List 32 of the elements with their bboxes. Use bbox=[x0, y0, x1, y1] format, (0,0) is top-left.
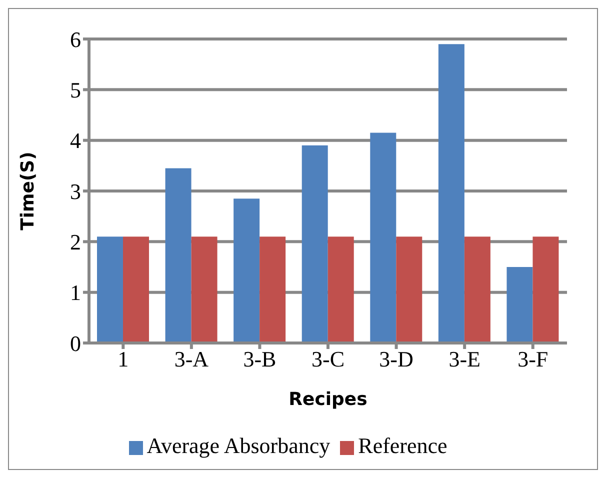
bar bbox=[506, 267, 533, 343]
legend-label: Average Absorbancy bbox=[146, 433, 330, 458]
bar bbox=[97, 236, 123, 343]
x-tick-label: 3-F bbox=[518, 346, 548, 372]
x-tick-label: 3-D bbox=[379, 346, 414, 372]
bar bbox=[396, 236, 422, 343]
x-tick-label: 3-C bbox=[312, 346, 344, 372]
bar bbox=[328, 236, 354, 343]
bar bbox=[532, 236, 559, 343]
bar bbox=[370, 132, 396, 343]
bar bbox=[464, 236, 490, 343]
x-tick-label: 1 bbox=[118, 346, 129, 372]
x-tick-label: 3-E bbox=[448, 346, 480, 372]
x-axis-title: Recipes bbox=[288, 389, 368, 410]
y-tick-label: 2 bbox=[70, 229, 81, 254]
bar bbox=[234, 198, 260, 343]
bar bbox=[438, 44, 464, 343]
x-tick-label: 3-A bbox=[174, 346, 209, 372]
x-tick-label: 3-B bbox=[243, 346, 276, 372]
bar bbox=[165, 168, 192, 343]
bar bbox=[302, 145, 328, 343]
y-tick-label: 6 bbox=[70, 26, 81, 52]
y-axis-title: Time(S) bbox=[17, 152, 38, 230]
bar bbox=[191, 236, 218, 343]
bar bbox=[260, 236, 286, 343]
y-tick-label: 1 bbox=[70, 280, 81, 306]
y-tick-label: 5 bbox=[70, 77, 81, 102]
y-tick-label: 0 bbox=[70, 330, 81, 356]
legend-label: Reference bbox=[358, 433, 448, 458]
y-tick-label: 3 bbox=[70, 178, 81, 204]
y-tick-label: 4 bbox=[70, 128, 81, 154]
bar bbox=[123, 236, 149, 343]
